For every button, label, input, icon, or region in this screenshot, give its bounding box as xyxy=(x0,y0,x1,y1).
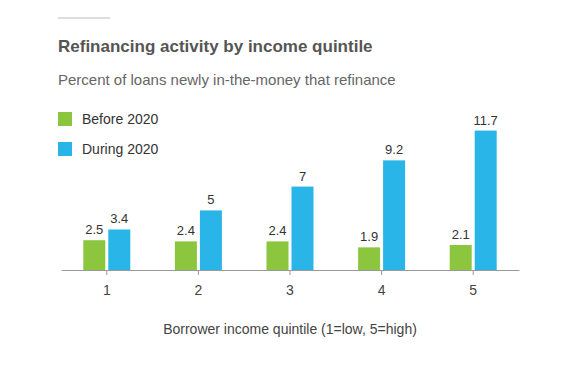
data-label: 2.4 xyxy=(177,223,195,238)
bar xyxy=(108,229,130,270)
tick: 3 xyxy=(286,270,294,298)
title: Refinancing activity by income quintile xyxy=(58,37,373,56)
legend-swatch xyxy=(58,112,72,126)
tick-label: 1 xyxy=(103,282,111,298)
tick-mark xyxy=(473,270,474,275)
tick-mark xyxy=(290,270,291,275)
x-axis: 1 2 3 4 5 xyxy=(62,270,520,298)
tick-mark xyxy=(381,270,382,275)
subtitle: Percent of loans newly in-the-money that… xyxy=(58,71,396,88)
bar xyxy=(83,240,105,270)
legend-swatch xyxy=(58,142,72,156)
tick-label: 5 xyxy=(469,282,477,298)
bar xyxy=(200,210,222,270)
bars xyxy=(83,131,496,270)
data-labels: 2.5 2.4 2.4 1.9 2.1 3.4 5 7 9.2 11.7 xyxy=(85,113,498,245)
tick-label: 2 xyxy=(195,282,203,298)
tick: 4 xyxy=(378,270,386,298)
bar xyxy=(450,245,472,270)
x-axis-title: Borrower income quintile (1=low, 5=high) xyxy=(163,321,417,337)
tick-mark xyxy=(198,270,199,275)
tick-mark xyxy=(106,270,107,275)
data-label: 7 xyxy=(299,169,306,184)
data-label: 5 xyxy=(207,192,214,207)
tick: 5 xyxy=(469,270,477,298)
legend-label: Before 2020 xyxy=(82,111,158,127)
chart: Refinancing activity by income quintile P… xyxy=(0,0,574,379)
bar xyxy=(383,160,405,270)
bar xyxy=(267,241,289,270)
data-label: 9.2 xyxy=(385,142,403,157)
data-label: 1.9 xyxy=(360,229,378,244)
bar xyxy=(175,241,197,270)
tick-label: 3 xyxy=(286,282,294,298)
data-label: 2.5 xyxy=(85,222,103,237)
bar xyxy=(475,131,497,270)
tick-label: 4 xyxy=(378,282,386,298)
data-label: 2.4 xyxy=(268,223,286,238)
legend: Before 2020 During 2020 xyxy=(58,111,158,157)
bar xyxy=(358,247,380,270)
tick: 2 xyxy=(195,270,203,298)
data-label: 2.1 xyxy=(452,227,470,242)
data-label: 11.7 xyxy=(474,113,498,128)
top-rule xyxy=(58,18,110,19)
data-label: 3.4 xyxy=(110,211,128,226)
legend-label: During 2020 xyxy=(82,141,158,157)
bar xyxy=(292,187,314,270)
tick: 1 xyxy=(103,270,111,298)
